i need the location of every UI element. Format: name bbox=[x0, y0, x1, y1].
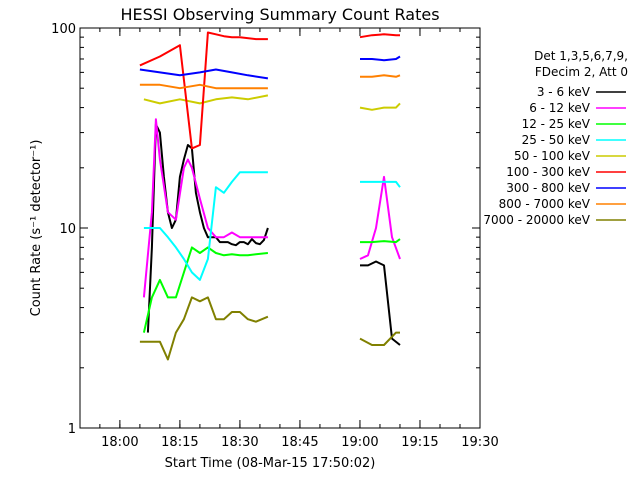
x-tick-label: 19:00 bbox=[341, 435, 378, 450]
series-line-8-segment-1 bbox=[359, 331, 400, 346]
legend-header-line-2: FDecim 2, Att 0 bbox=[535, 65, 628, 79]
series-layer bbox=[139, 31, 401, 361]
series-line-8-segment-0 bbox=[139, 296, 269, 361]
legend-header-line-1: Det 1,3,5,6,7,9, bbox=[534, 49, 628, 63]
plot-frame bbox=[79, 27, 481, 429]
series-line-4-segment-1 bbox=[359, 102, 401, 111]
legend-label: 12 - 25 keV bbox=[522, 117, 591, 131]
series-line-2-segment-1 bbox=[360, 238, 401, 244]
legend-label: 7000 - 20000 keV bbox=[483, 213, 590, 227]
y-axis-label: Count Rate (s⁻¹ detector⁻¹) bbox=[29, 140, 44, 317]
series-line-1-segment-1 bbox=[359, 175, 401, 260]
series-line-6-segment-0 bbox=[139, 68, 269, 80]
series-line-0-segment-1 bbox=[360, 260, 401, 346]
legend-label: 6 - 12 keV bbox=[529, 101, 591, 115]
chart-title: HESSI Observing Summary Count Rates bbox=[120, 5, 439, 24]
series-line-5-segment-1 bbox=[359, 33, 400, 39]
series-line-6-segment-1 bbox=[360, 55, 401, 62]
x-tick-label: 18:45 bbox=[281, 435, 318, 450]
series-line-3-segment-1 bbox=[360, 180, 401, 188]
series-line-7-segment-0 bbox=[139, 83, 268, 90]
legend-label: 25 - 50 keV bbox=[522, 133, 591, 147]
y-tick-label: 10 bbox=[59, 222, 76, 237]
legend: Det 1,3,5,6,7,9, FDecim 2, Att 0 3 - 6 k… bbox=[483, 49, 628, 227]
axes: 18:00 18:15 18:30 18:45 19:00 19:15 19:30 1 10 10… bbox=[51, 22, 499, 450]
series-line-5-segment-0 bbox=[139, 31, 268, 150]
x-tick-label: 19:15 bbox=[401, 435, 438, 450]
series-line-1-segment-0 bbox=[142, 118, 268, 298]
series-line-3-segment-0 bbox=[143, 171, 268, 281]
x-tick-label: 18:30 bbox=[221, 435, 258, 450]
legend-label: 100 - 300 keV bbox=[506, 165, 590, 179]
legend-label: 50 - 100 keV bbox=[514, 149, 591, 163]
x-axis-label: Start Time (08-Mar-15 17:50:02) bbox=[165, 456, 376, 471]
y-tick-label: 100 bbox=[51, 22, 76, 37]
x-tick-label: 18:00 bbox=[101, 435, 138, 450]
legend-label: 3 - 6 keV bbox=[537, 85, 591, 99]
x-tick-label: 19:30 bbox=[461, 435, 498, 450]
legend-label: 800 - 7000 keV bbox=[499, 197, 591, 211]
y-tick-label: 1 bbox=[68, 422, 76, 437]
series-line-4-segment-0 bbox=[143, 94, 269, 105]
series-line-2-segment-0 bbox=[142, 246, 268, 333]
x-tick-label: 18:15 bbox=[161, 435, 198, 450]
legend-label: 300 - 800 keV bbox=[506, 181, 590, 195]
series-line-7-segment-1 bbox=[360, 74, 401, 78]
